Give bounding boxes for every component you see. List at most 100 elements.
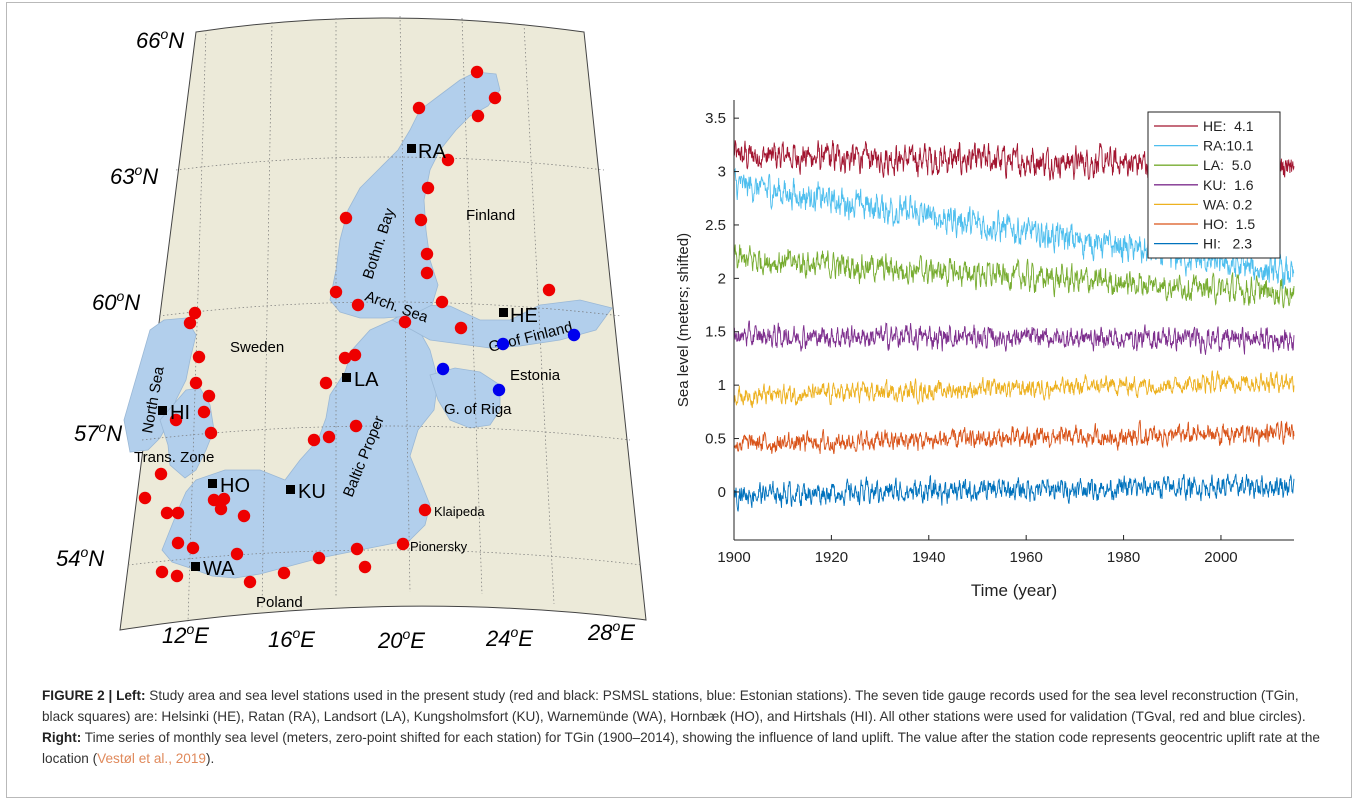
station-he-label: HE xyxy=(510,305,538,327)
caption-citation-link[interactable]: Vestøl et al., 2019 xyxy=(97,751,206,766)
validation-station-red xyxy=(470,65,484,79)
station-hi-marker xyxy=(158,406,167,415)
x-tick-label: 1980 xyxy=(1107,549,1140,566)
station-hi-label: HI xyxy=(170,402,190,424)
figure-frame xyxy=(6,2,1352,798)
validation-station-red xyxy=(204,426,218,440)
lat-54-label: 54oN xyxy=(56,544,104,571)
estonian-validation-stations xyxy=(436,328,581,397)
series-line xyxy=(733,370,1295,409)
series-line xyxy=(733,244,1295,309)
legend-label: KU: 1.6 xyxy=(1203,177,1254,193)
x-axis-label: Time (year) xyxy=(971,581,1057,600)
lat-60-label: 60oN xyxy=(92,288,140,315)
figure-caption: FIGURE 2 | Left: Study area and sea leve… xyxy=(42,685,1332,769)
lon-24-label: 24oE xyxy=(485,624,533,651)
chart-legend: HE: 4.1 RA:10.1 LA: 5.0 KU: 1.6 WA: 0.2 HO: 1… xyxy=(1147,111,1281,259)
lat-labels: 66oN 63oN 60oN 57oN 54oN xyxy=(56,26,184,571)
x-tick-label: 1960 xyxy=(1009,549,1042,566)
gulf-riga-label: G. of Riga xyxy=(444,401,512,418)
caption-left-text: Study area and sea level stations used i… xyxy=(42,688,1306,724)
legend-label: HO: 1.5 xyxy=(1203,216,1255,232)
bothnian-bay xyxy=(329,71,501,319)
north-sea xyxy=(123,317,197,453)
validation-station-red xyxy=(435,295,449,309)
y-tick-label: 1 xyxy=(718,377,726,394)
legend-label: HI: 2.3 xyxy=(1203,236,1252,252)
validation-station-red xyxy=(412,101,426,115)
trans-zone-label: Trans. Zone xyxy=(134,449,214,466)
sea-level-chart: 1900 1920 1940 1960 1980 2000 0 0.5 1 1.5 2 2.5 3 3.5… xyxy=(675,100,1295,600)
legend-label: HE: 4.1 xyxy=(1203,118,1254,134)
y-tick-label: 3.5 xyxy=(705,110,726,127)
legend-label: RA:10.1 xyxy=(1203,138,1254,154)
lon-16-label: 16oE xyxy=(268,625,315,652)
station-la-label: LA xyxy=(354,369,379,391)
station-wa-marker xyxy=(191,562,200,571)
validation-station-blue xyxy=(496,337,510,351)
y-axis-label: Sea level (meters; shifted) xyxy=(675,233,692,407)
validation-station-red xyxy=(542,283,556,297)
klaipeda-label: Klaipeda xyxy=(434,504,485,519)
sea-areas xyxy=(123,71,613,579)
y-tick-label: 3 xyxy=(718,164,726,181)
validation-station-red xyxy=(319,376,333,390)
validation-station-red xyxy=(207,493,221,507)
caption-left-head: Left: xyxy=(116,688,146,703)
validation-station-red xyxy=(237,509,251,523)
validation-station-red xyxy=(169,413,183,427)
station-la-marker xyxy=(342,373,351,382)
series-line xyxy=(733,167,1295,289)
x-tick-label: 2000 xyxy=(1204,549,1237,566)
y-tick-label: 0.5 xyxy=(705,431,726,448)
axis-ticks: 1900 1920 1940 1960 1980 2000 0 0.5 1 1.5 2 2.5 3 3.5 xyxy=(705,110,1238,566)
station-he-marker xyxy=(499,308,508,317)
validation-station-red xyxy=(351,298,365,312)
validation-station-red xyxy=(471,109,485,123)
validation-station-red xyxy=(170,569,184,583)
lat-57-label: 57oN xyxy=(74,419,122,446)
validation-station-red xyxy=(488,91,502,105)
gulf-of-finland xyxy=(391,299,613,349)
validation-station-red xyxy=(421,181,435,195)
lat-66-label: 66oN xyxy=(136,26,184,53)
station-ra-marker xyxy=(407,144,416,153)
x-tick-label: 1900 xyxy=(717,549,750,566)
lon-12-label: 12oE xyxy=(162,621,209,648)
validation-station-red xyxy=(338,351,352,365)
validation-station-red xyxy=(230,547,244,561)
series-line xyxy=(733,473,1295,512)
validation-station-red xyxy=(214,502,228,516)
lon-labels: 12oE 16oE 20oE 24oE 28oE xyxy=(162,618,635,653)
validation-station-red xyxy=(414,213,428,227)
validation-station-red xyxy=(322,430,336,444)
baltic-proper xyxy=(161,319,439,579)
validation-station-red xyxy=(307,433,321,447)
validation-station-red xyxy=(202,389,216,403)
y-tick-label: 1.5 xyxy=(705,324,726,341)
validation-station-blue xyxy=(436,362,450,376)
poland-label: Poland xyxy=(256,594,303,611)
legend-label: LA: 5.0 xyxy=(1203,157,1251,173)
validation-station-red xyxy=(154,467,168,481)
y-tick-label: 2 xyxy=(718,270,726,287)
validation-station-red xyxy=(329,285,343,299)
graticule xyxy=(127,15,643,623)
pionersky-label: Pionersky xyxy=(410,539,468,554)
sweden-label: Sweden xyxy=(230,339,284,356)
baltic-map: 66oN 63oN 60oN 57oN 54oN 12oE 16oE 20oE … xyxy=(56,15,647,653)
x-tick-label: 1920 xyxy=(815,549,848,566)
caption-right-text: Time series of monthly sea level (meters… xyxy=(42,730,1320,766)
validation-station-red xyxy=(197,405,211,419)
validation-station-red xyxy=(420,266,434,280)
estonia-label: Estonia xyxy=(510,367,561,384)
validation-station-red xyxy=(138,491,152,505)
station-ku-marker xyxy=(286,485,295,494)
validation-station-red xyxy=(171,506,185,520)
validation-station-red xyxy=(243,575,257,589)
validation-station-red xyxy=(398,315,412,329)
lat-63-label: 63oN xyxy=(110,162,158,189)
validation-station-red xyxy=(160,506,174,520)
validation-station-blue xyxy=(567,328,581,342)
validation-station-red xyxy=(171,536,185,550)
